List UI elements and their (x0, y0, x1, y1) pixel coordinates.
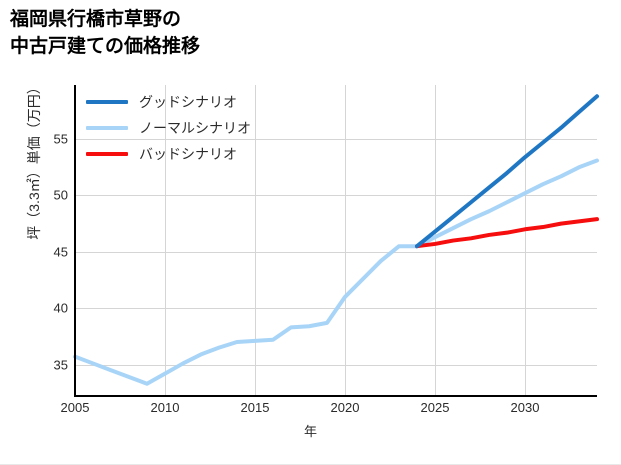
gridline-horizontal (75, 364, 597, 366)
gridline-vertical (165, 85, 166, 395)
y-axis-ticks: 35 40 45 50 55 (26, 85, 68, 395)
y-tick-label: 45 (53, 244, 68, 260)
x-tick-label: 2005 (60, 400, 90, 415)
gridline-vertical (525, 85, 526, 395)
gridline-vertical (435, 85, 436, 395)
plot-area (73, 85, 599, 395)
legend-swatch-icon (86, 99, 128, 104)
y-tick-label: 55 (53, 131, 68, 147)
x-axis-label: 年 (303, 424, 317, 439)
chart-title-line-1: 福岡県行橋市草野の (10, 9, 182, 30)
x-tick-label: 2030 (510, 400, 540, 415)
legend-label: ノーマルシナリオ (139, 119, 251, 136)
legend-item[interactable]: グッドシナリオ (86, 90, 251, 113)
gridline-horizontal (75, 195, 597, 197)
gridline-vertical (345, 85, 346, 395)
gridline-vertical (255, 85, 256, 395)
series-line (73, 158, 599, 386)
chart-legend: グッドシナリオ ノーマルシナリオ バッドシナリオ (86, 90, 251, 165)
plot-background (75, 85, 597, 395)
legend-item[interactable]: ノーマルシナリオ (86, 116, 251, 139)
chart-title: 福岡県行橋市草野の 中古戸建ての価格推移 (10, 6, 200, 60)
y-axis-line (74, 85, 76, 396)
x-tick-label: 2025 (420, 400, 450, 415)
x-tick-label: 2015 (240, 400, 270, 415)
gridline-horizontal (75, 251, 597, 253)
y-tick-label: 40 (53, 300, 68, 316)
gridline-horizontal (75, 139, 597, 141)
series-line (415, 94, 599, 249)
y-tick-label: 35 (53, 357, 68, 373)
legend-label: バッドシナリオ (139, 145, 237, 162)
y-axis-label: 坪（3.3㎡）単価（万円） (26, 80, 42, 240)
y-tick-label: 50 (53, 187, 68, 203)
x-tick-label: 2020 (330, 400, 360, 415)
legend-label: グッドシナリオ (139, 93, 237, 110)
legend-swatch-icon (86, 151, 128, 156)
legend-swatch-icon (86, 125, 128, 130)
legend-item[interactable]: バッドシナリオ (86, 142, 251, 165)
series-line (415, 217, 599, 249)
chart-title-line-2: 中古戸建ての価格推移 (10, 36, 201, 57)
x-tick-label: 2010 (150, 400, 180, 415)
x-axis-line (74, 395, 597, 397)
data-series-layer (73, 94, 599, 386)
x-axis-ticks: 2005 2010 2015 2020 2025 2030 (0, 400, 621, 420)
